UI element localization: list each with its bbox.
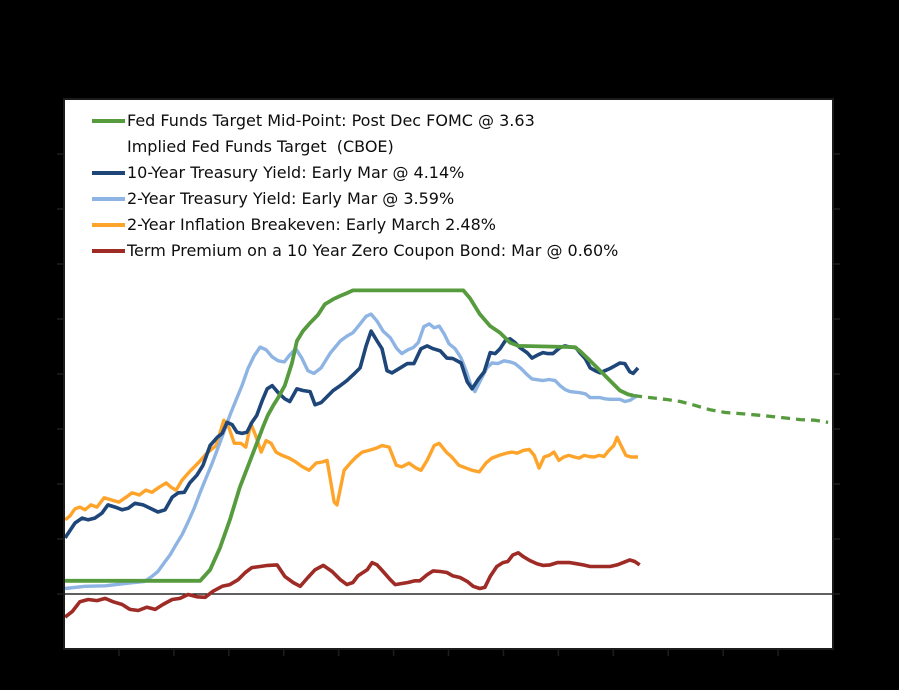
series-line-term-premium bbox=[63, 550, 641, 619]
legend-item-implied-fed-funds: Implied Fed Funds Target (CBOE) bbox=[92, 134, 618, 160]
legend-label: Fed Funds Target Mid-Point: Post Dec FOM… bbox=[127, 111, 535, 130]
legend-item-term-premium: Term Premium on a 10 Year Zero Coupon Bo… bbox=[92, 238, 618, 264]
series-line-fed-funds-target bbox=[65, 288, 634, 583]
series-line-implied-fed-funds bbox=[632, 393, 829, 425]
legend-item-treasury-2y: 2-Year Treasury Yield: Early Mar @ 3.59% bbox=[92, 186, 618, 212]
legend: Fed Funds Target Mid-Point: Post Dec FOM… bbox=[92, 108, 618, 264]
fed-funds-line-swatch bbox=[92, 119, 125, 123]
legend-item-fed-funds-target: Fed Funds Target Mid-Point: Post Dec FOM… bbox=[92, 108, 618, 134]
series-line-breakeven-2y bbox=[64, 418, 638, 522]
term-premium-line-swatch bbox=[92, 249, 125, 253]
treasury-10y-line-swatch bbox=[92, 171, 125, 175]
legend-item-breakeven-2y: 2-Year Inflation Breakeven: Early March … bbox=[92, 212, 618, 238]
legend-item-treasury-10y: 10-Year Treasury Yield: Early Mar @ 4.14… bbox=[92, 160, 618, 186]
treasury-2y-line-swatch bbox=[92, 197, 125, 201]
legend-label: Term Premium on a 10 Year Zero Coupon Bo… bbox=[127, 241, 619, 260]
legend-label: 2-Year Treasury Yield: Early Mar @ 3.59% bbox=[127, 189, 455, 208]
implied-fed-funds-dashed-swatch bbox=[92, 145, 125, 149]
chart-series bbox=[63, 288, 829, 619]
plot-border bbox=[63, 98, 834, 650]
legend-label: 2-Year Inflation Breakeven: Early March … bbox=[127, 215, 496, 234]
plot-area bbox=[64, 99, 833, 649]
legend-label: Implied Fed Funds Target (CBOE) bbox=[127, 137, 394, 156]
legend-label: 10-Year Treasury Yield: Early Mar @ 4.14… bbox=[127, 163, 465, 182]
axis-ticks bbox=[57, 153, 840, 656]
breakeven-2y-line-swatch bbox=[92, 223, 125, 227]
series-line-treasury-2y bbox=[64, 312, 639, 591]
